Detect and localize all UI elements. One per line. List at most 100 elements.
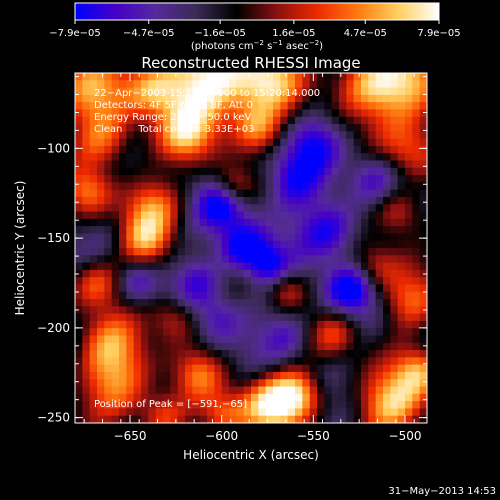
heatmap-cell <box>280 145 289 154</box>
heatmap-cell <box>177 415 186 423</box>
heatmap-cell <box>346 182 355 191</box>
heatmap-cell <box>280 167 289 176</box>
heatmap-cell <box>317 153 325 162</box>
heatmap-cell <box>361 124 369 132</box>
heatmap-cell <box>148 299 157 307</box>
heatmap-cell <box>273 189 281 198</box>
heatmap-cell <box>141 415 149 423</box>
heatmap-cell <box>383 80 391 89</box>
heatmap-cell <box>302 262 311 271</box>
heatmap-cell <box>236 284 245 293</box>
heatmap-cell <box>397 364 406 373</box>
heatmap-cell <box>346 211 355 220</box>
heatmap-cell <box>295 204 303 213</box>
colorbar <box>75 3 439 20</box>
heatmap-cell <box>419 313 427 322</box>
heatmap-cell <box>170 313 179 322</box>
heatmap-cell <box>273 145 281 154</box>
heatmap-cell <box>287 218 296 227</box>
heatmap-cell <box>163 408 171 417</box>
heatmap-cell <box>177 109 186 118</box>
heatmap-cell <box>199 255 208 264</box>
heatmap-cell <box>148 196 157 205</box>
heatmap-cell <box>221 291 230 300</box>
heatmap-cell <box>317 408 325 417</box>
heatmap-cell <box>317 94 325 103</box>
heatmap-cell <box>258 218 267 227</box>
heatmap-cell <box>214 153 223 162</box>
heatmap-cell <box>309 240 318 249</box>
heatmap-cell <box>111 357 120 366</box>
heatmap-cell <box>251 182 259 191</box>
heatmap-cell <box>251 350 259 358</box>
heatmap-cell <box>405 102 413 111</box>
heatmap-cell <box>148 255 157 264</box>
heatmap-cell <box>280 364 289 373</box>
heatmap-cell <box>207 299 215 307</box>
heatmap-cell <box>89 306 98 315</box>
heatmap-cell <box>214 342 223 351</box>
heatmap-cell <box>111 335 120 344</box>
heatmap-cell <box>104 291 113 300</box>
heatmap-cell <box>82 138 91 147</box>
heatmap-cell <box>405 189 413 198</box>
heatmap-cell <box>192 350 201 358</box>
heatmap-cell <box>185 102 193 111</box>
heatmap-cell <box>383 189 391 198</box>
heatmap-cell <box>309 379 318 388</box>
heatmap-cell <box>375 306 384 315</box>
heatmap-cell <box>229 313 237 322</box>
heatmap-cell <box>214 371 223 380</box>
heatmap-cell <box>258 415 267 423</box>
heatmap-cell <box>111 196 120 205</box>
heatmap-cell <box>89 262 98 271</box>
heatmap-cell <box>148 109 157 118</box>
heatmap-cell <box>155 284 164 293</box>
heatmap-cell <box>229 255 237 264</box>
heatmap-cell <box>361 269 369 278</box>
heatmap-cell <box>419 277 427 286</box>
heatmap-cell <box>258 131 267 140</box>
heatmap-cell <box>339 138 347 147</box>
heatmap-cell <box>236 393 245 402</box>
heatmap-cell <box>104 342 113 351</box>
heatmap-cell <box>273 248 281 256</box>
heatmap-cell <box>295 364 303 373</box>
heatmap-cell <box>251 393 259 402</box>
heatmap-cell <box>141 80 149 89</box>
heatmap-cell <box>141 240 149 249</box>
heatmap-cell <box>280 94 289 103</box>
heatmap-cell <box>170 320 179 329</box>
heatmap-cell <box>309 386 318 395</box>
heatmap-cell <box>82 386 91 395</box>
heatmap-cell <box>141 299 149 307</box>
heatmap-cell <box>309 94 318 103</box>
heatmap-cell <box>390 240 399 249</box>
heatmap-cell <box>397 145 406 154</box>
heatmap-cell <box>353 364 362 373</box>
heatmap-cell <box>148 138 157 147</box>
heatmap-cell <box>397 153 406 162</box>
heatmap-cell <box>75 189 83 198</box>
heatmap-cell <box>199 328 208 337</box>
heatmap-cell <box>251 138 259 147</box>
heatmap-cell <box>295 379 303 388</box>
heatmap-cell <box>353 160 362 169</box>
heatmap-cell <box>155 328 164 337</box>
heatmap-cell <box>258 313 267 322</box>
heatmap-cell <box>141 328 149 337</box>
heatmap-cell <box>273 255 281 264</box>
heatmap-cell <box>126 248 135 256</box>
heatmap-cell <box>375 335 384 344</box>
heatmap-cell <box>192 357 201 366</box>
heatmap-cell <box>199 211 208 220</box>
heatmap-cell <box>214 328 223 337</box>
heatmap-cell <box>229 160 237 169</box>
heatmap-cell <box>339 102 347 111</box>
heatmap-cell <box>111 175 120 183</box>
heatmap-cell <box>361 255 369 264</box>
heatmap-cell <box>368 87 377 96</box>
heatmap-cell <box>119 189 127 198</box>
heatmap-cell <box>375 320 384 329</box>
heatmap-cell <box>405 342 413 351</box>
